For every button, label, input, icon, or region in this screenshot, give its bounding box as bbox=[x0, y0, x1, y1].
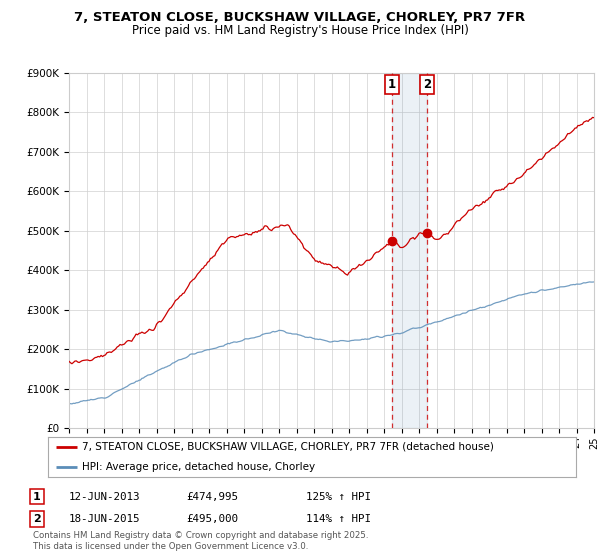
Text: 2: 2 bbox=[33, 514, 41, 524]
Text: 12-JUN-2013: 12-JUN-2013 bbox=[69, 492, 140, 502]
Text: 114% ↑ HPI: 114% ↑ HPI bbox=[306, 514, 371, 524]
Text: 18-JUN-2015: 18-JUN-2015 bbox=[69, 514, 140, 524]
Text: 2: 2 bbox=[423, 78, 431, 91]
Text: 1: 1 bbox=[388, 78, 396, 91]
Text: 7, STEATON CLOSE, BUCKSHAW VILLAGE, CHORLEY, PR7 7FR (detached house): 7, STEATON CLOSE, BUCKSHAW VILLAGE, CHOR… bbox=[82, 442, 494, 452]
Text: 7, STEATON CLOSE, BUCKSHAW VILLAGE, CHORLEY, PR7 7FR: 7, STEATON CLOSE, BUCKSHAW VILLAGE, CHOR… bbox=[74, 11, 526, 24]
Bar bbox=[392, 73, 427, 428]
Text: 1: 1 bbox=[33, 492, 41, 502]
Text: £495,000: £495,000 bbox=[186, 514, 238, 524]
Text: HPI: Average price, detached house, Chorley: HPI: Average price, detached house, Chor… bbox=[82, 462, 316, 472]
Text: Price paid vs. HM Land Registry's House Price Index (HPI): Price paid vs. HM Land Registry's House … bbox=[131, 24, 469, 36]
Text: Contains HM Land Registry data © Crown copyright and database right 2025.
This d: Contains HM Land Registry data © Crown c… bbox=[33, 531, 368, 550]
Text: 125% ↑ HPI: 125% ↑ HPI bbox=[306, 492, 371, 502]
Text: £474,995: £474,995 bbox=[186, 492, 238, 502]
